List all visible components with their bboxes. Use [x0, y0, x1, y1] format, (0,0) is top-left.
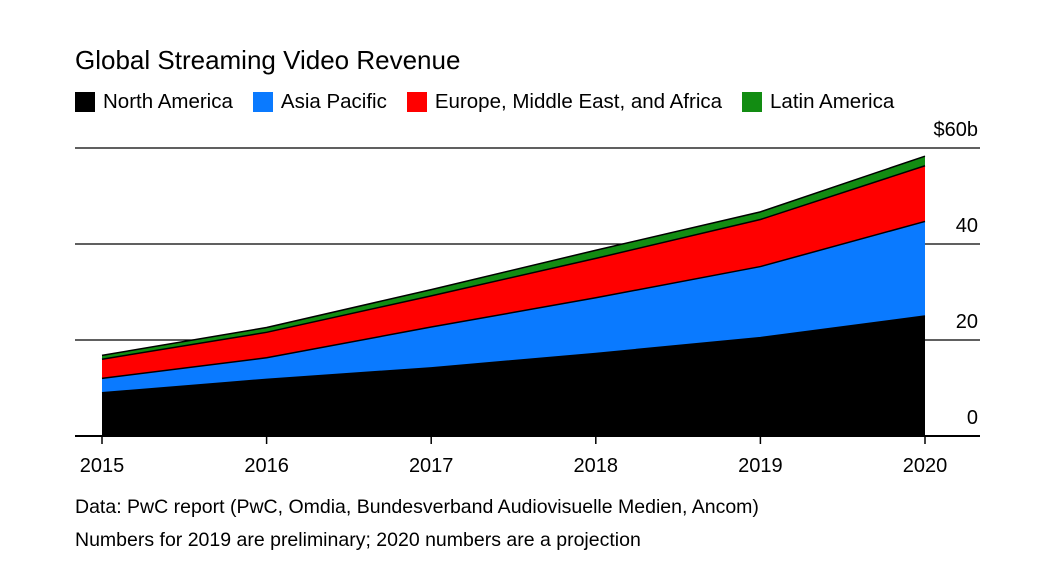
area-north-america [102, 316, 925, 436]
legend-label: Latin America [770, 90, 895, 113]
y-tick-label: $60b [934, 119, 979, 141]
legend-swatch [406, 92, 427, 112]
chart-title: Global Streaming Video Revenue [75, 45, 461, 75]
legend-item: North America [75, 89, 233, 115]
source-note: Data: PwC report (PwC, Omdia, Bundesverb… [75, 496, 759, 518]
footnote: Numbers for 2019 are preliminary; 2020 n… [75, 529, 641, 551]
y-tick-label: 0 [967, 407, 978, 429]
x-tick-label: 2020 [903, 455, 948, 477]
x-tick-label: 2019 [738, 455, 783, 477]
x-axis: 2015 2016 2017 2018 2019 2020 [80, 436, 948, 477]
legend-swatch [252, 92, 273, 112]
chart-legend: North America Asia Pacific Europe, Middle … [75, 88, 914, 116]
x-tick-label: 2016 [244, 455, 289, 477]
legend-item: Europe, Middle East, and Africa [406, 89, 723, 115]
legend-label: North America [103, 90, 233, 113]
area-europe-middle-east-and-africa [102, 165, 925, 379]
area-boundary-lines [101, 155, 926, 394]
y-tick-label: 40 [956, 215, 978, 237]
area-layers [102, 156, 925, 436]
area-top-line [101, 220, 926, 380]
legend-label: Asia Pacific [280, 90, 387, 113]
area-top-line [101, 165, 926, 360]
legend-label: Europe, Middle East, and Africa [434, 90, 723, 113]
legend-swatch [742, 92, 763, 112]
legend-item: Latin America [742, 89, 894, 115]
x-tick-label: 2018 [574, 455, 619, 477]
legend-item: Asia Pacific [252, 89, 387, 115]
y-tick-label: 20 [956, 311, 978, 333]
x-tick-label: 2015 [80, 455, 125, 477]
x-tick-label: 2017 [409, 455, 454, 477]
y-axis-ticks: 0 20 40 $60b [934, 119, 979, 429]
area-top-line [101, 315, 926, 394]
area-top-line [101, 155, 926, 357]
area-asia-pacific [102, 221, 925, 393]
legend-swatch [75, 92, 95, 112]
